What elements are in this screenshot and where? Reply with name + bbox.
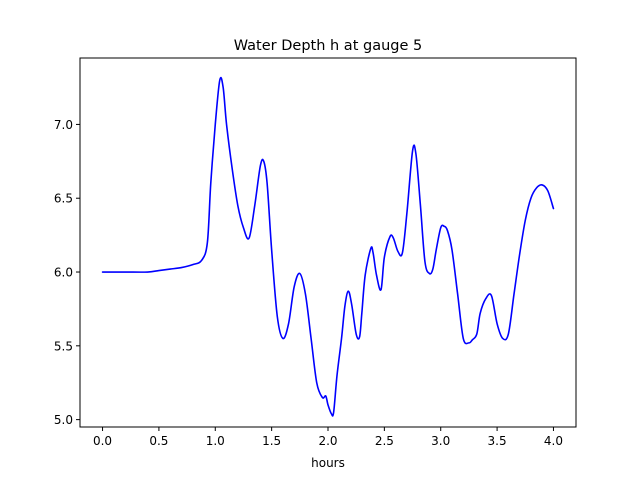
x-tick-label: 4.0 (544, 434, 563, 448)
chart-title: Water Depth h at gauge 5 (234, 38, 422, 54)
y-tick-label: 5.5 (54, 339, 73, 353)
x-tick-label: 0.5 (149, 434, 168, 448)
x-axis-label: hours (311, 456, 345, 470)
x-tick-label: 0.0 (93, 434, 112, 448)
y-tick-label: 6.5 (54, 192, 73, 206)
x-tick-label: 3.0 (431, 434, 450, 448)
plot-area: 0.0 0.5 1.0 1.5 2.0 2.5 3.0 3.5 4.0 5.0 5.5 6.0 6.5 7… (54, 57, 577, 448)
x-tick-label: 1.5 (262, 434, 281, 448)
x-tick-label: 2.5 (375, 434, 394, 448)
x-tick-label: 2.0 (318, 434, 337, 448)
y-tick-label: 5.0 (54, 413, 73, 427)
y-tick-label: 6.0 (54, 266, 73, 280)
series-line-0 (101, 76, 555, 417)
x-tick-label: 1.0 (206, 434, 225, 448)
x-tick-label: 3.5 (488, 434, 507, 448)
y-tick-label: 7.0 (54, 118, 73, 132)
